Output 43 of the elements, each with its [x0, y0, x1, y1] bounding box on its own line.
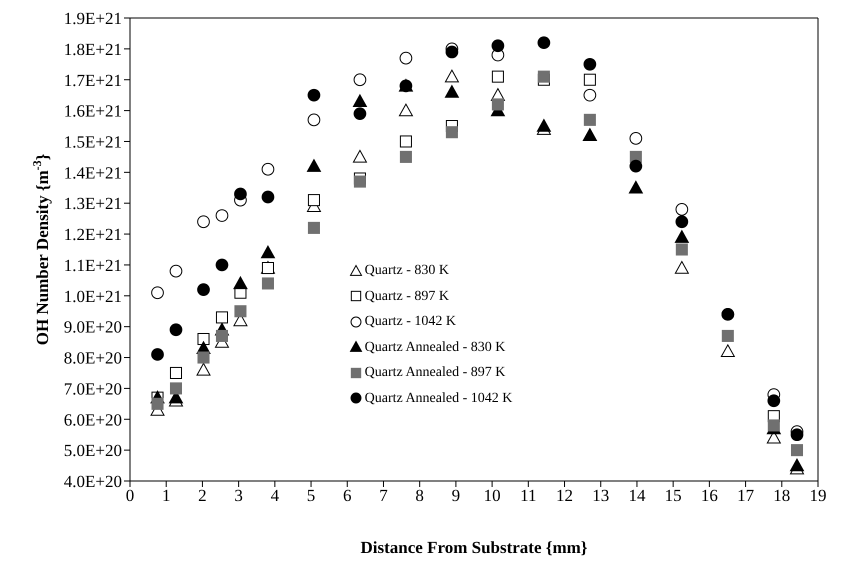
- x-tick-label: 3: [234, 486, 243, 506]
- x-tick-label: 4: [270, 486, 280, 506]
- x-tick-label: 2: [198, 486, 207, 506]
- x-tick-label: 18: [773, 486, 790, 506]
- y-tick-label: 1.9E+21: [64, 9, 122, 28]
- x-tick-label: 15: [664, 486, 682, 506]
- y-tick-label: 1.3E+21: [64, 194, 122, 214]
- x-tick-label: 0: [126, 486, 134, 506]
- y-tick-label: 6.0E+20: [64, 410, 122, 430]
- legend-label: Quartz Annealed - 897 K: [364, 364, 506, 382]
- y-tick-label: 1.1E+21: [64, 256, 122, 275]
- y-tick-label: 1.5E+21: [64, 132, 122, 152]
- x-tick-label: 7: [379, 486, 388, 506]
- legend-label: Quartz - 830 K: [364, 262, 449, 280]
- y-tick-label: 1.0E+21: [64, 286, 122, 306]
- x-tick-label: 19: [810, 486, 826, 506]
- y-tick-label: 1.7E+21: [64, 70, 122, 90]
- x-tick-label: 17: [737, 486, 755, 506]
- x-tick-label: 12: [556, 486, 574, 506]
- y-tick-label: 5.0E+20: [64, 441, 122, 460]
- x-tick-label: 13: [592, 486, 610, 506]
- x-axis-title: Distance From Substrate {mm}: [360, 538, 588, 557]
- y-tick-label: 7.0E+20: [64, 379, 122, 398]
- x-tick-label: 8: [415, 486, 424, 506]
- y-tick-label: 1.2E+21: [64, 225, 122, 244]
- x-tick-label: 16: [700, 486, 718, 506]
- x-tick-label: 1: [162, 486, 170, 506]
- legend-label: Quartz Annealed - 830 K: [364, 338, 506, 356]
- legend-label: Quartz - 1042 K: [364, 313, 456, 331]
- y-tick-label: 1.6E+21: [64, 102, 122, 121]
- x-tick-label: 6: [343, 486, 352, 506]
- legend-label: Quartz Annealed - 1042 K: [364, 390, 512, 408]
- x-tick-label: 11: [520, 486, 537, 506]
- y-tick-label: 1.8E+21: [64, 40, 122, 59]
- y-tick-label: 8.0E+20: [64, 348, 122, 368]
- y-tick-label: 4.0E+20: [64, 472, 122, 492]
- y-tick-label: 1.4E+21: [64, 163, 122, 182]
- y-tick-label: 9.0E+20: [64, 318, 122, 337]
- x-tick-label: 9: [452, 486, 460, 506]
- x-tick-label: 5: [306, 486, 316, 506]
- x-tick-label: 14: [628, 486, 646, 506]
- legend-label: Quartz - 897 K: [364, 288, 449, 306]
- x-tick-label: 10: [484, 486, 501, 506]
